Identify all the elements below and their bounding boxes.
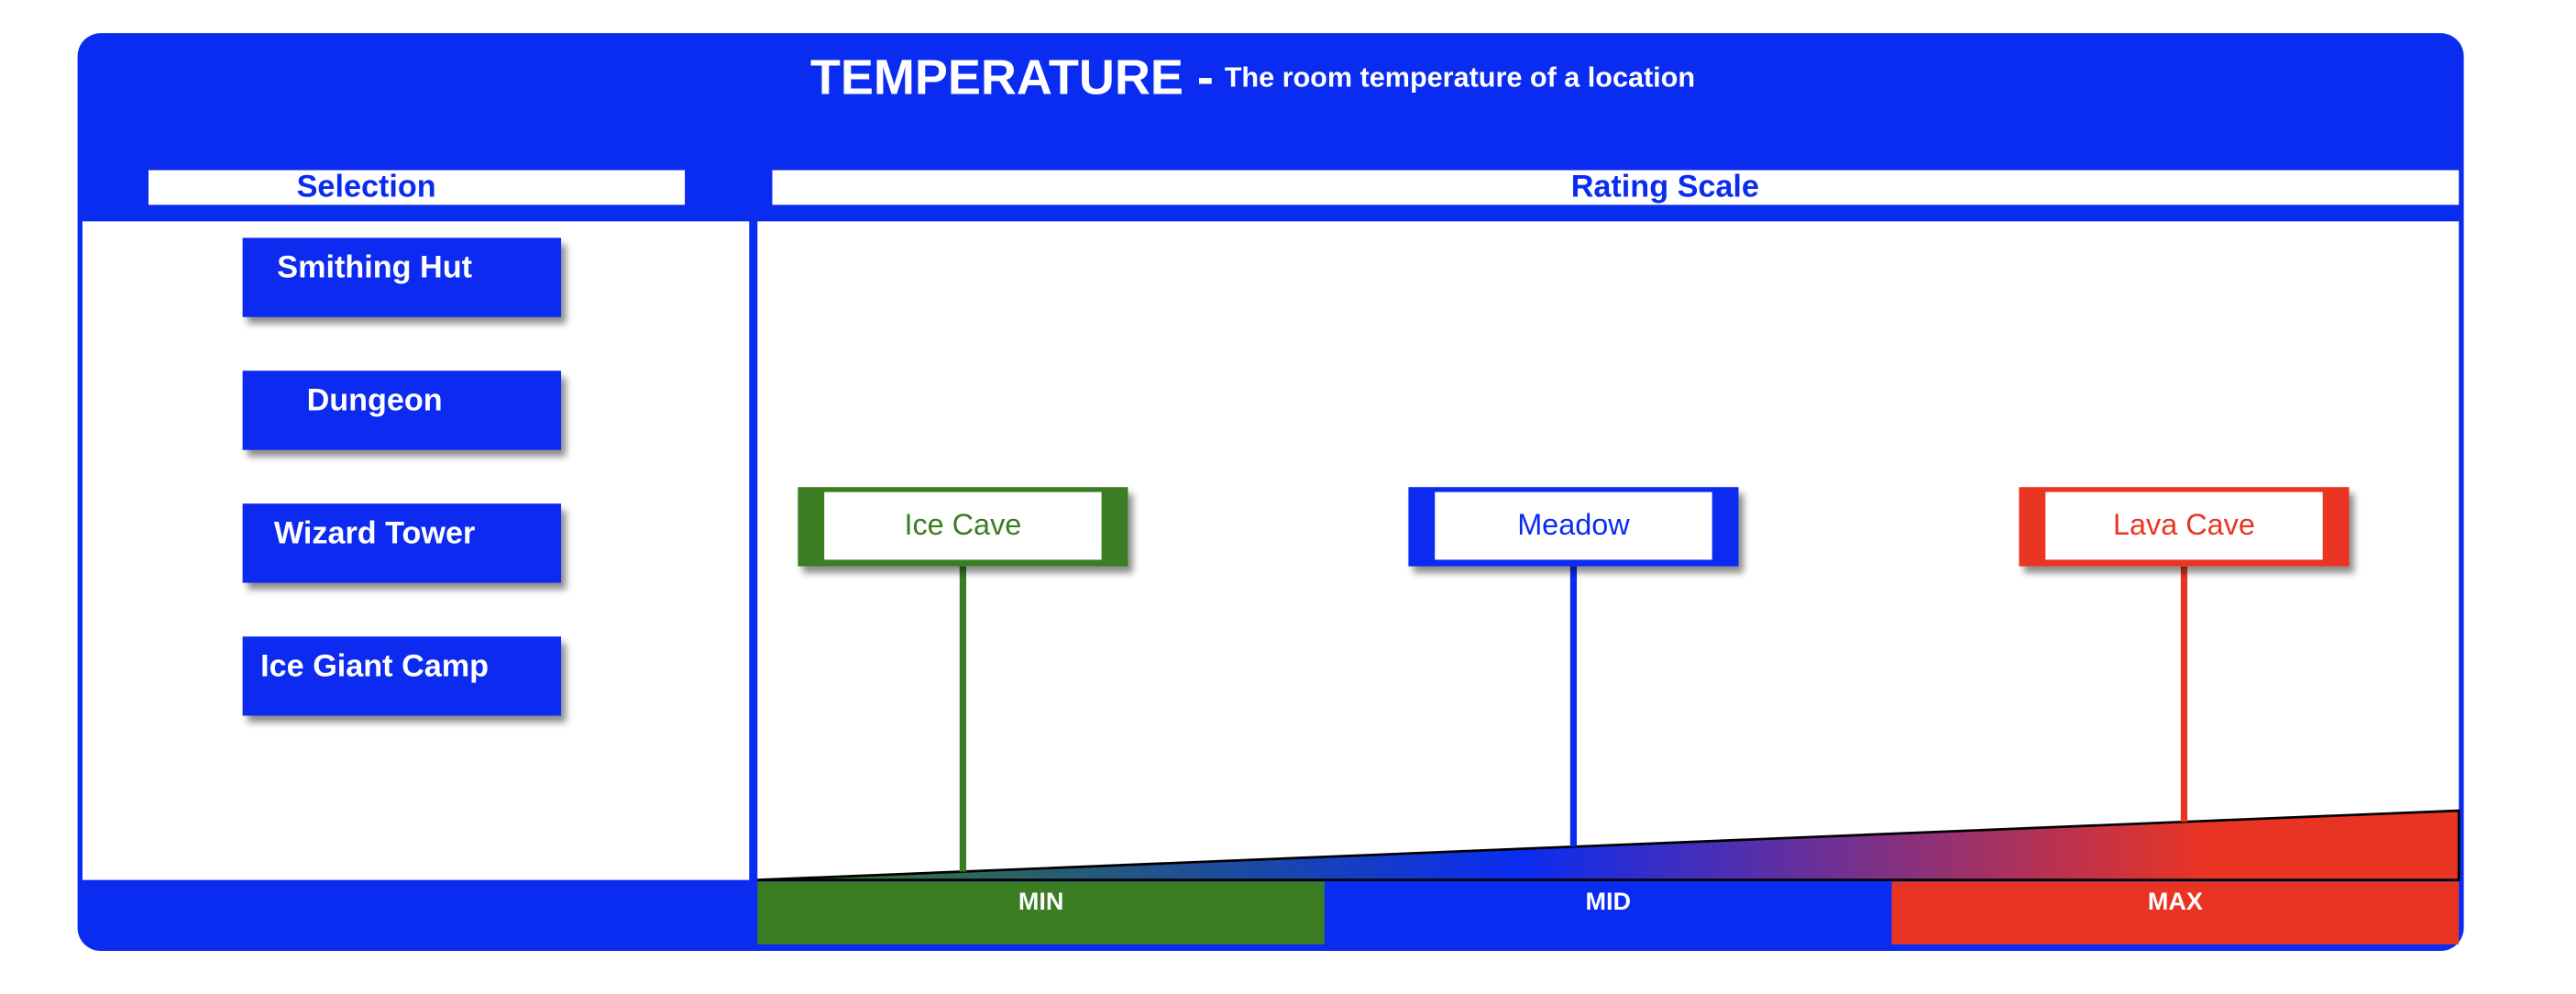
title: TEMPERATURE - (810, 50, 1214, 105)
selection-list: Smithing Hut Dungeon Wizard Tower Ice Giant… (242, 237, 562, 716)
marker-label: Lava Cave (2113, 508, 2255, 541)
selection-heading-bar (149, 170, 686, 205)
button-label[interactable]: Smithing Hut (277, 250, 472, 285)
rating-heading: Rating Scale (1571, 169, 1759, 204)
marker-label: Ice Cave (904, 508, 1021, 541)
markers: Ice Cave Meadow Lava Cave (798, 487, 2350, 872)
level-band (1891, 881, 2460, 944)
marker-inner (2045, 491, 2323, 560)
button-bg[interactable] (242, 237, 562, 317)
level-label: MAX (2148, 888, 2203, 915)
location-button[interactable]: Wizard Tower (242, 503, 562, 583)
button-label[interactable]: Ice Giant Camp (260, 648, 489, 683)
rating-heading-bar (772, 170, 2460, 205)
scale-levels: MIN MID MAX (757, 881, 2460, 944)
location-button[interactable]: Dungeon (242, 370, 562, 450)
location-button[interactable]: Smithing Hut (242, 237, 562, 317)
button-label[interactable]: Dungeon (307, 383, 443, 418)
marker-inner (1435, 491, 1712, 560)
selection-heading: Selection (297, 169, 436, 204)
button-bg[interactable] (242, 636, 562, 716)
marker-inner (824, 491, 1102, 560)
subtitle: The room temperature of a location (1225, 62, 1695, 94)
button-bg[interactable] (242, 503, 562, 583)
level-band (1324, 881, 1892, 944)
level-band (757, 881, 1325, 944)
level-label: MIN (1018, 888, 1064, 915)
location-button[interactable]: Ice Giant Camp (242, 636, 562, 716)
button-label[interactable]: Wizard Tower (274, 515, 475, 550)
button-bg[interactable] (242, 370, 562, 450)
marker-label: Meadow (1517, 508, 1630, 541)
level-label: MID (1585, 888, 1631, 915)
temperature-wedge (757, 809, 2460, 881)
